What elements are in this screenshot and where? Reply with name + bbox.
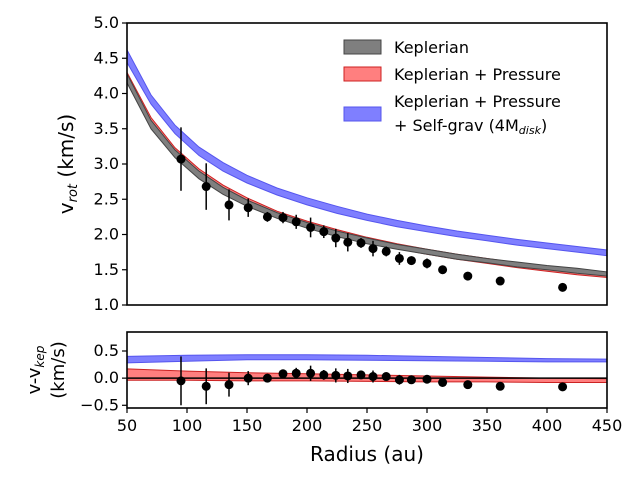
- top-data-point-4: [262, 212, 272, 222]
- xtick-label-0: 50: [117, 416, 137, 435]
- top-ytick-label-6: 4.0: [94, 84, 119, 103]
- top-ytick-label-8: 5.0: [94, 13, 119, 32]
- bottom-panel: −0.5 0.0 0.5 50 100 150 200 250 300 350 400 450 v-…: [24, 331, 622, 466]
- top-data-point-11: [356, 238, 366, 248]
- bottom-data-point-14: [394, 375, 404, 385]
- bottom-plot-frame: [126, 331, 608, 409]
- legend: Keplerian Keplerian + Pressure Keplerian…: [343, 38, 561, 137]
- bottom-data-point-0: [176, 376, 186, 386]
- top-ytick-label-1: 1.5: [94, 260, 119, 279]
- xtick-label-2: 150: [232, 416, 263, 435]
- top-data-point-2: [224, 200, 234, 210]
- legend-swatch-selfgrav: [343, 106, 382, 122]
- bottom-data-point-3: [243, 373, 253, 383]
- top-data-point-9: [331, 233, 341, 243]
- bottom-data-point-19: [495, 381, 505, 391]
- bottom-data-point-17: [438, 377, 448, 387]
- top-data-point-7: [306, 222, 316, 232]
- legend-label-keplerian: Keplerian: [394, 38, 469, 57]
- bottom-data-point-6: [291, 368, 301, 378]
- bottom-data-point-16: [422, 374, 432, 384]
- bottom-data-point-18: [463, 380, 473, 390]
- top-data-point-20: [558, 282, 568, 292]
- bottom-data-point-5: [278, 369, 288, 379]
- top-data-point-17: [438, 265, 448, 275]
- xtick-label-7: 400: [532, 416, 563, 435]
- bottom-data-point-11: [356, 370, 366, 380]
- top-ytick-label-2: 2.0: [94, 225, 119, 244]
- top-data-point-3: [243, 203, 253, 213]
- top-data-point-12: [368, 244, 378, 254]
- top-ytick-label-3: 2.5: [94, 189, 119, 208]
- top-data-point-18: [463, 271, 473, 281]
- top-data-point-13: [381, 246, 391, 256]
- bottom-band-1: [126, 368, 608, 383]
- bottom-x-ticks: 50 100 150 200 250 300 350 400 450: [117, 408, 622, 435]
- bottom-data-point-9: [331, 370, 341, 380]
- xtick-label-3: 200: [292, 416, 323, 435]
- bottom-data-point-1: [201, 381, 211, 391]
- bottom-data-point-8: [319, 370, 329, 380]
- legend-swatch-pressure: [343, 66, 382, 82]
- top-y-axis-label: vrot (km/s): [54, 114, 81, 214]
- bottom-y-axis-label-line1: v-vkep: [24, 345, 47, 394]
- bottom-data-point-12: [368, 372, 378, 382]
- top-data-point-14: [394, 253, 404, 263]
- bottom-data-point-2: [224, 380, 234, 390]
- bottom-data-point-13: [381, 372, 391, 382]
- bottom-data-point-7: [306, 368, 316, 378]
- legend-swatch-keplerian: [343, 39, 382, 55]
- bottom-y-axis-label-line2: (km/s): [48, 341, 69, 398]
- xtick-label-1: 100: [172, 416, 203, 435]
- bottom-data-point-15: [406, 375, 416, 385]
- top-data-point-19: [495, 276, 505, 286]
- x-axis-label: Radius (au): [310, 442, 424, 466]
- xtick-label-4: 250: [352, 416, 383, 435]
- xtick-label-8: 450: [592, 416, 623, 435]
- bottom-y-ticks: −0.5 0.0 0.5: [80, 341, 127, 414]
- top-data-point-16: [422, 258, 432, 268]
- legend-label-selfgrav-line1: Keplerian + Pressure: [394, 92, 561, 111]
- xtick-label-5: 300: [412, 416, 443, 435]
- top-data-point-5: [278, 213, 288, 223]
- bottom-data-point-10: [343, 371, 353, 381]
- top-data-point-10: [343, 237, 353, 247]
- bottom-ytick-label-0: −0.5: [80, 395, 119, 414]
- top-data-points: [176, 127, 568, 292]
- xtick-label-6: 350: [472, 416, 503, 435]
- top-data-point-0: [176, 154, 186, 164]
- top-data-point-8: [319, 227, 329, 237]
- bottom-ytick-label-2: 0.5: [94, 341, 119, 360]
- top-data-point-15: [406, 256, 416, 266]
- bottom-data-points: [176, 356, 568, 406]
- top-ytick-label-5: 3.5: [94, 119, 119, 138]
- top-ytick-label-4: 3.0: [94, 154, 119, 173]
- bottom-data-point-20: [558, 382, 568, 392]
- legend-label-selfgrav-line2: + Self-grav (4Mdisk): [394, 116, 547, 137]
- top-data-point-6: [291, 217, 301, 227]
- bottom-ytick-label-1: 0.0: [94, 368, 119, 387]
- bottom-band-0: [126, 354, 608, 364]
- top-ytick-label-7: 4.5: [94, 48, 119, 67]
- top-panel: 1.01.52.02.53.03.54.04.55.0 vrot (km/s) …: [54, 13, 608, 314]
- top-ytick-label-0: 1.0: [94, 295, 119, 314]
- legend-label-pressure: Keplerian + Pressure: [394, 65, 561, 84]
- top-data-point-1: [201, 182, 211, 192]
- top-y-ticks: 1.0 1.5 2.0 2.5 3.0 3.5 4.0 4.5 5.0: [94, 13, 127, 314]
- bottom-data-point-4: [262, 373, 272, 383]
